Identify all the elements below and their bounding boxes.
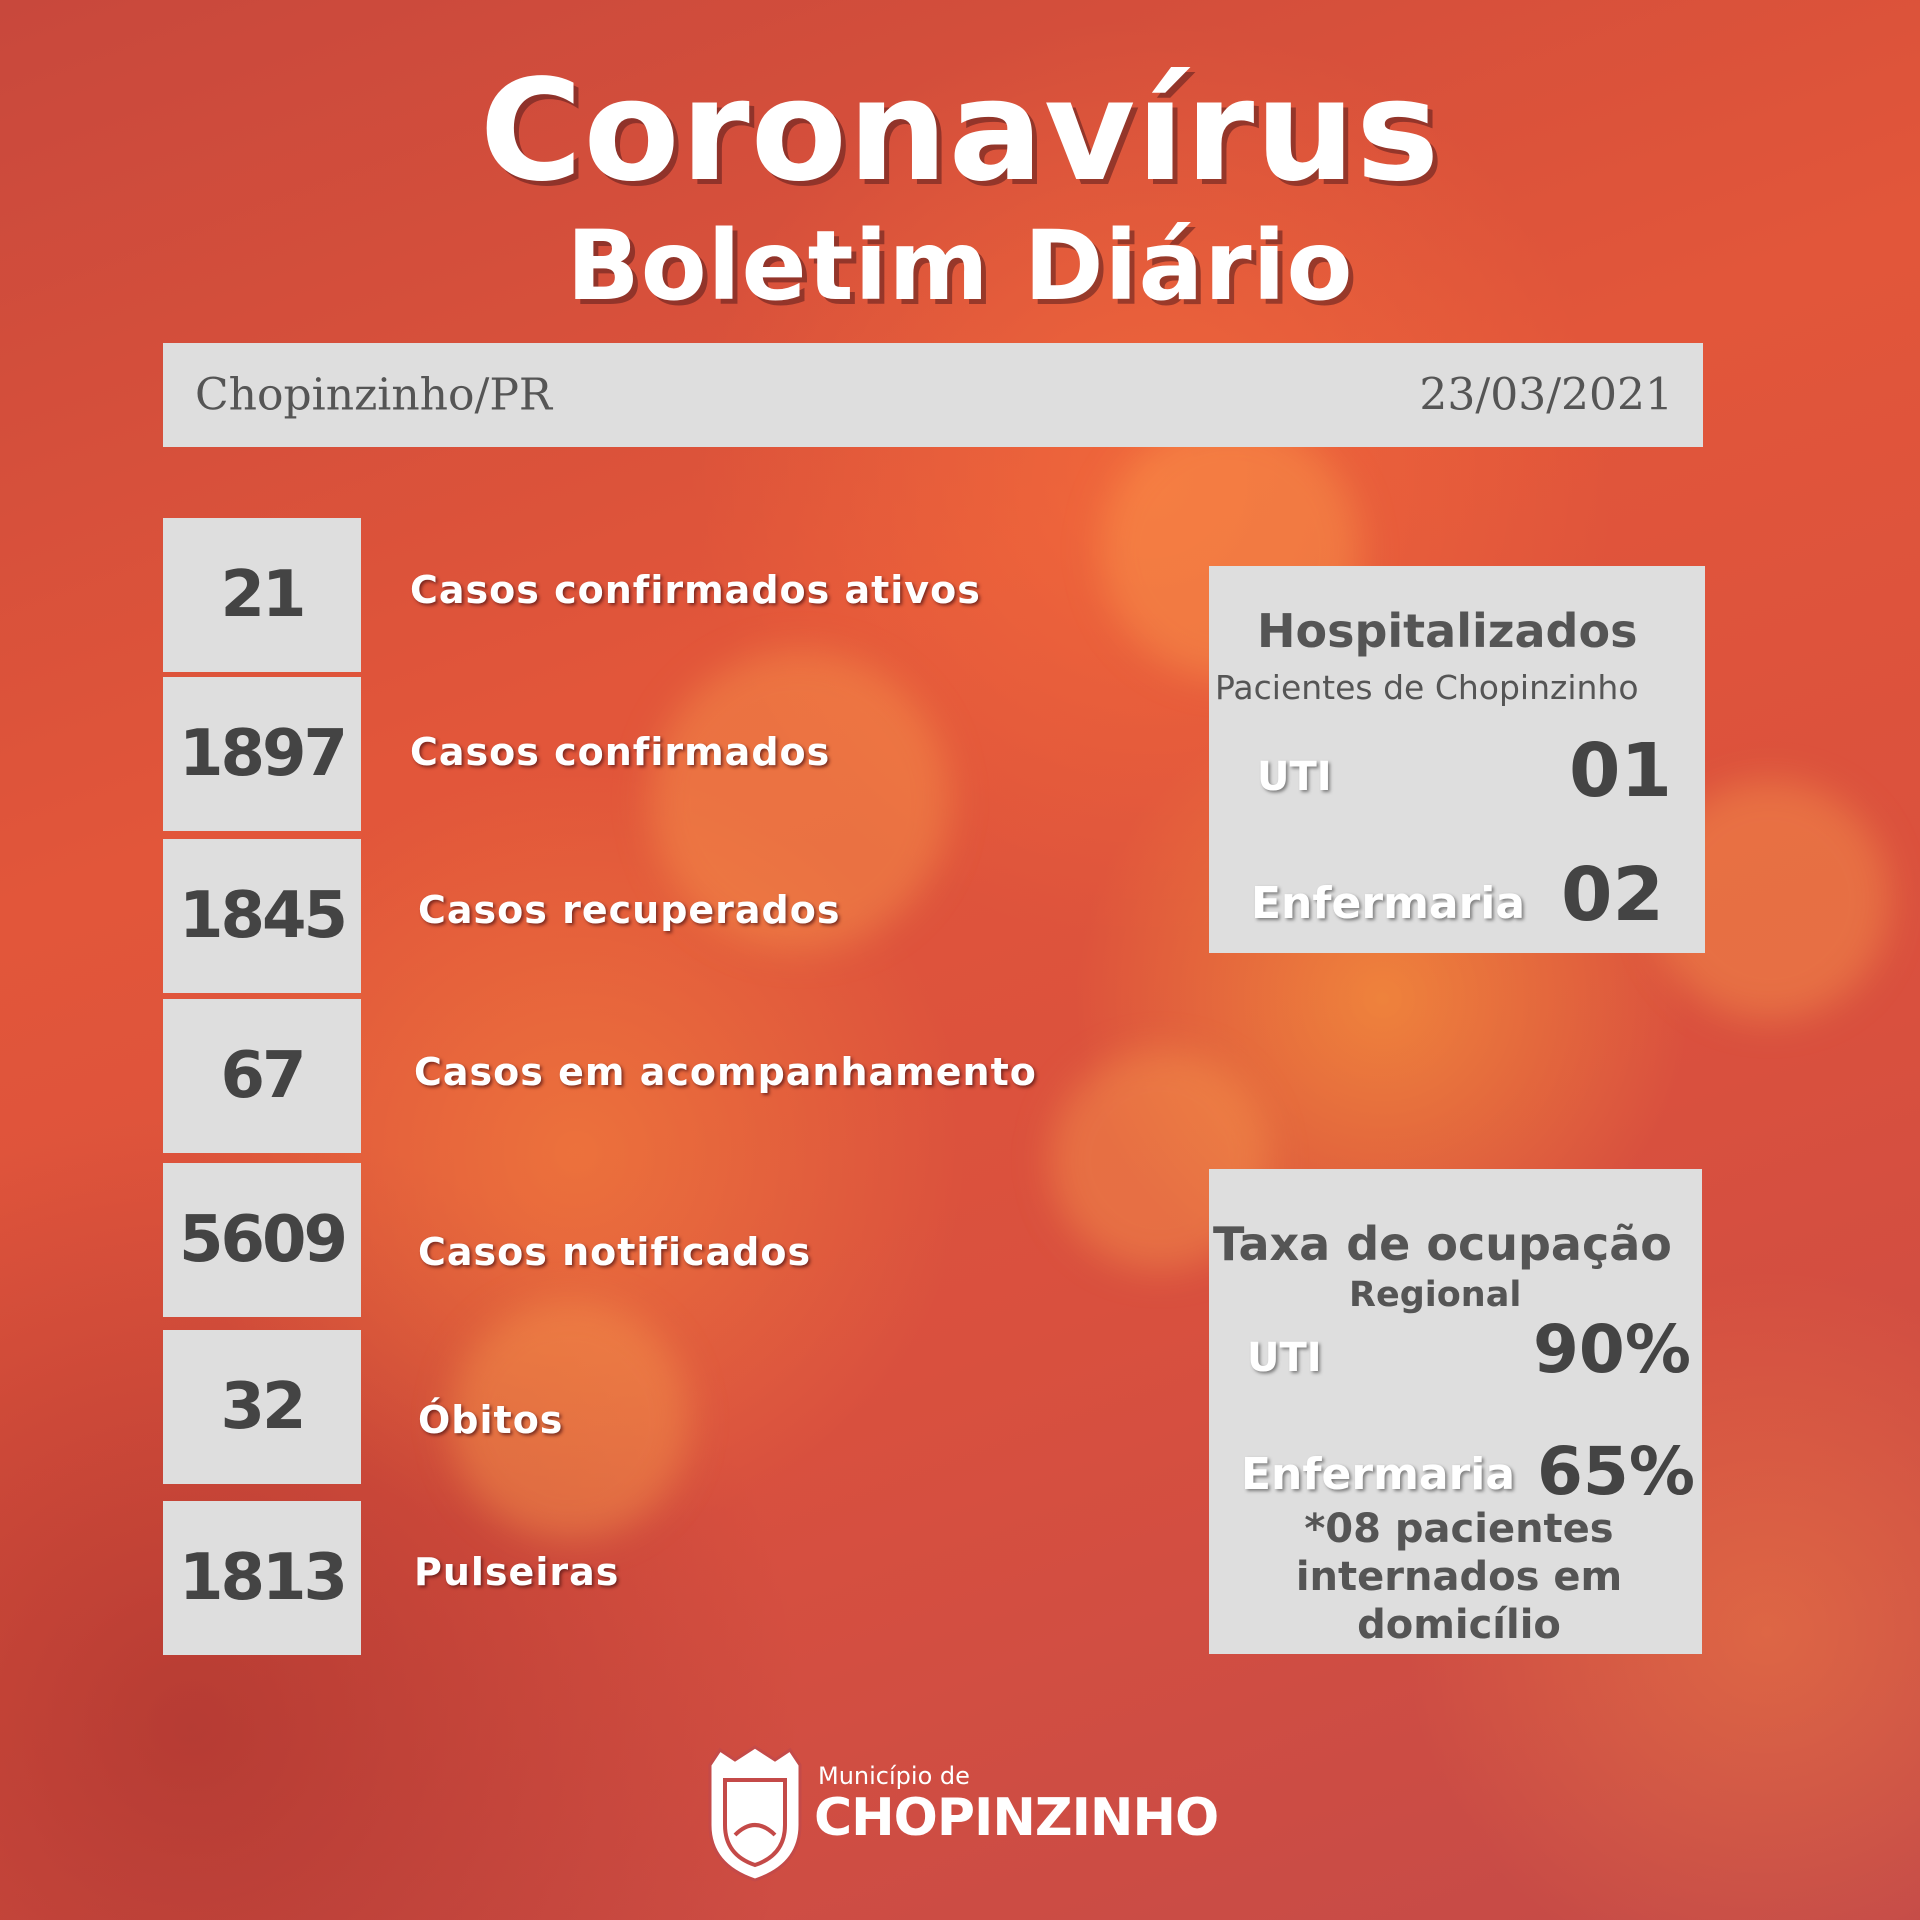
stat-value: 1845 [163,839,361,993]
row-label: Enfermaria [1251,878,1526,929]
stat-value: 1897 [163,677,361,831]
date: 23/03/2021 [1419,369,1673,421]
stat-value: 21 [163,518,361,672]
footer-name: CHOPINZINHO [814,1788,1219,1848]
stat-label: Casos confirmados ativos [410,568,981,612]
stat-label: Óbitos [418,1398,564,1442]
location: Chopinzinho/PR [195,369,553,421]
stat-value: 67 [163,999,361,1153]
background-blob [450,1300,690,1540]
stat-label: Casos notificados [418,1230,812,1274]
row-label: UTI [1257,754,1332,800]
panel-title: Taxa de ocupação [1213,1217,1672,1271]
hospitalized-panel: Hospitalizados Pacientes de Chopinzinho … [1209,566,1705,953]
title: Coronavírus [479,50,1441,213]
footer-prefix: Município de [818,1762,970,1790]
occupancy-panel: Taxa de ocupação Regional UTI 90% Enferm… [1209,1169,1702,1654]
row-value: 90% [1533,1311,1691,1388]
stat-label: Casos confirmados [410,730,831,774]
subtitle: Boletim Diário [566,210,1354,322]
panel-title: Hospitalizados [1257,604,1638,658]
row-value: 01 [1569,728,1672,814]
row-label: Enfermaria [1241,1449,1516,1500]
panel-subtitle: Pacientes de Chopinzinho [1215,668,1639,707]
note: *08 pacientes internados em domicílio [1295,1506,1623,1648]
row-value: 02 [1561,852,1664,938]
background-blob [650,650,950,950]
stat-value: 32 [163,1330,361,1484]
coat-of-arms [708,1745,802,1882]
row-value: 65% [1537,1433,1695,1510]
stat-value: 1813 [163,1501,361,1655]
stat-value: 5609 [163,1163,361,1317]
panel-subtitle: Regional [1349,1275,1522,1315]
stat-label: Casos recuperados [418,888,841,932]
row-label: UTI [1247,1335,1322,1381]
stat-label: Casos em acompanhamento [414,1050,1037,1094]
stat-label: Pulseiras [414,1550,620,1594]
info-bar: Chopinzinho/PR 23/03/2021 [163,343,1703,447]
